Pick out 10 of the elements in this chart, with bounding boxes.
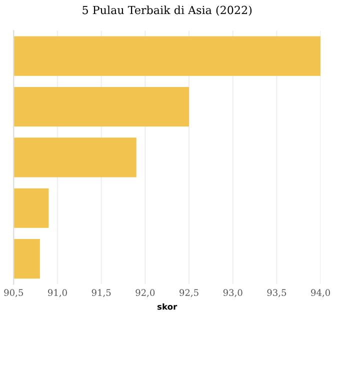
x-tick-label: 93,0: [223, 289, 242, 298]
x-tick-label: 94,0: [311, 289, 330, 298]
chart-title: 5 Pulau Terbaik di Asia (2022): [82, 6, 252, 16]
x-tick-label: 92,0: [136, 289, 155, 298]
x-tick-label: 90,5: [4, 289, 23, 298]
x-axis-title: skor: [157, 303, 178, 310]
x-tick-label: 92,5: [180, 289, 198, 298]
x-tick-label: 91,5: [92, 289, 111, 298]
x-tick-label: 91,0: [48, 289, 67, 298]
x-tick-label: 93,5: [267, 289, 286, 298]
